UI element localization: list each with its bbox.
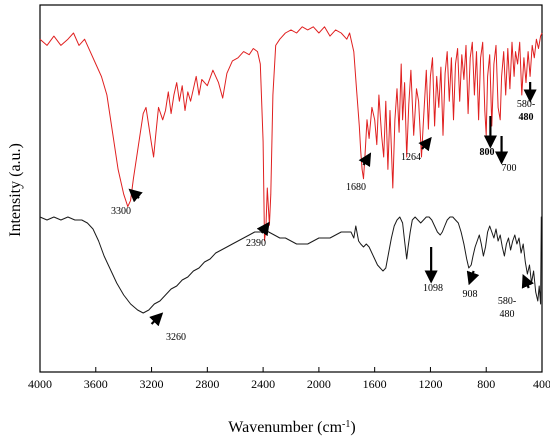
annotation-label: 580- <box>498 296 516 307</box>
annotation-arrow <box>418 136 432 152</box>
x-tick-label: 400 <box>533 377 550 391</box>
x-tick-label: 2000 <box>307 377 331 391</box>
annotation-label: 480 <box>519 112 534 123</box>
annotation-label: 480 <box>500 309 515 320</box>
annotation-label: 3300 <box>111 206 131 217</box>
x-tick-label: 4000 <box>28 377 52 391</box>
x-axis-label-main: Wavenumber (cm <box>228 419 342 436</box>
peak-annotation: 908 <box>463 270 480 300</box>
annotation-arrow <box>256 221 270 237</box>
annotation-layer: 3300 2390 1680 1264 800 700 580- 480 3260 1098 908… <box>111 82 537 343</box>
annotation-label: 1098 <box>423 283 443 294</box>
annotation-arrow <box>149 312 164 327</box>
x-tick-label: 3600 <box>84 377 108 391</box>
x-tick-label: 1200 <box>418 377 442 391</box>
plot-frame <box>39 4 543 373</box>
annotation-label: 2390 <box>246 238 266 249</box>
annotation-arrow <box>521 273 534 289</box>
x-tick-label: 2800 <box>195 377 219 391</box>
annotation-arrow <box>128 188 143 203</box>
annotation-label: 1264 <box>401 152 421 163</box>
annotation-label: 3260 <box>166 332 186 343</box>
x-tick-label: 1600 <box>363 377 387 391</box>
peak-annotation: 1680 <box>346 152 372 193</box>
peak-annotation: 3300 <box>111 188 143 217</box>
peak-annotation: 580- 480 <box>498 273 534 320</box>
peak-annotation: 2390 <box>246 221 270 249</box>
annotation-arrow <box>358 152 372 168</box>
y-axis-label: Intensity (a.u.) <box>7 143 24 237</box>
peak-annotation: 1264 <box>401 136 432 163</box>
x-tick-label: 3200 <box>140 377 164 391</box>
annotation-label: 800 <box>480 147 495 158</box>
x-tick-label: 800 <box>477 377 495 391</box>
series-line-red <box>39 26 543 242</box>
annotation-arrow <box>466 270 480 286</box>
x-axis-label-sup: -1 <box>342 419 350 430</box>
x-axis-label-close: ) <box>350 419 355 436</box>
plot-border <box>39 4 543 373</box>
annotation-label: 1680 <box>346 182 366 193</box>
peak-annotation: 1098 <box>423 247 443 294</box>
series-layer <box>39 26 543 314</box>
x-tick-label: 2400 <box>251 377 275 391</box>
peak-annotation: 580- 480 <box>517 82 537 123</box>
peak-annotation: 700 <box>494 136 517 174</box>
peak-annotation: 800 <box>480 116 498 158</box>
series-line-black <box>39 216 542 314</box>
x-axis-label: Wavenumber (cm-1) <box>228 419 355 437</box>
annotation-label: 700 <box>502 163 517 174</box>
peak-annotation: 3260 <box>149 312 186 343</box>
annotation-label: 580- <box>517 99 535 110</box>
x-axis-ticks: 4000 3600 3200 2800 2400 2000 1600 1200 800 400 <box>28 367 550 391</box>
annotation-label: 908 <box>463 289 478 300</box>
